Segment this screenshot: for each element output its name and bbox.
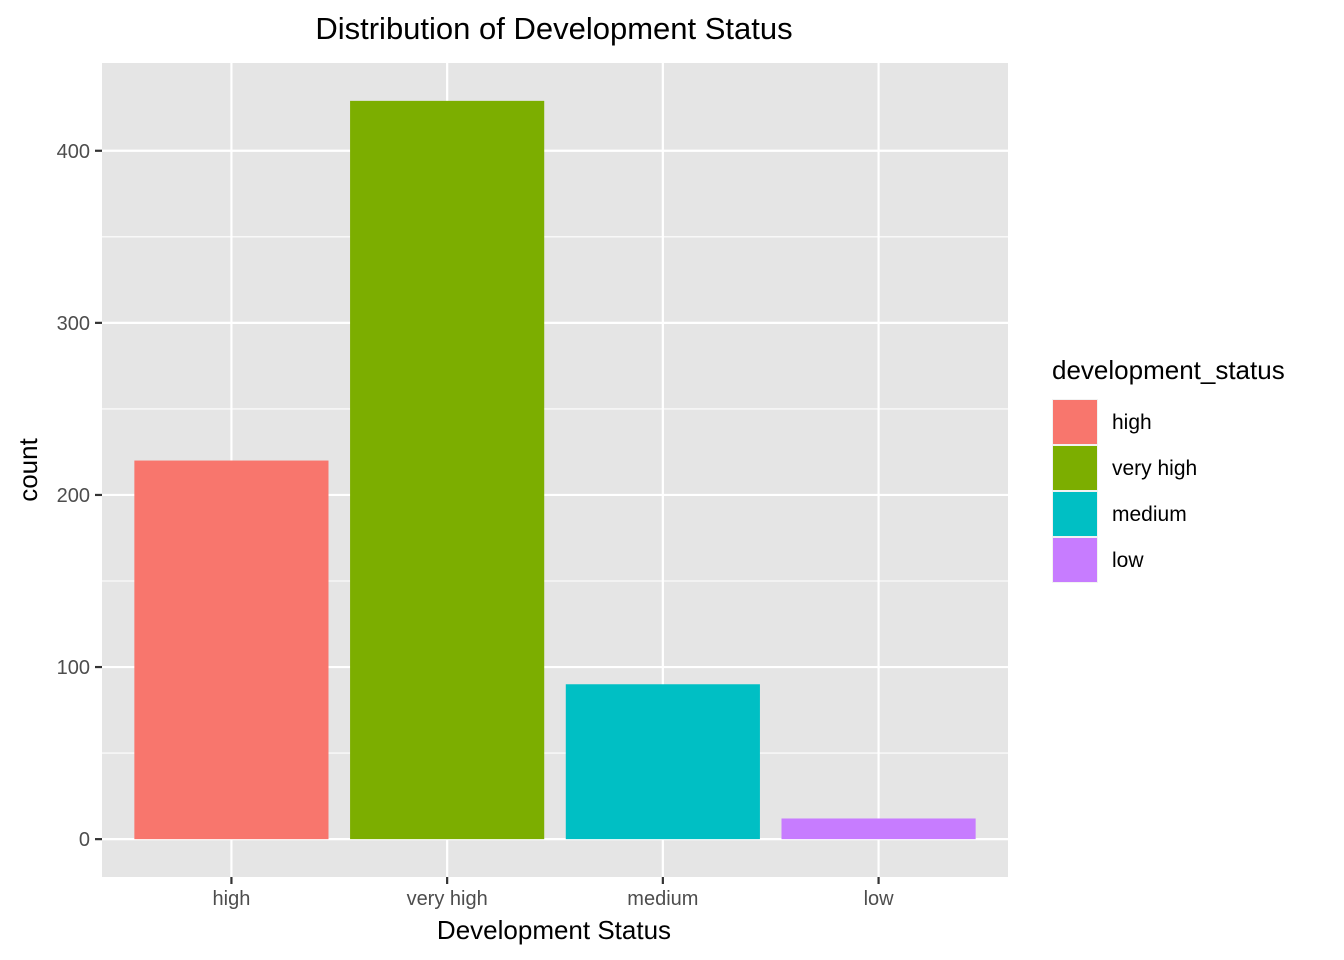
chart-title: Distribution of Development Status	[315, 11, 792, 46]
bar-low	[781, 818, 976, 840]
x-tick-label: medium	[627, 888, 698, 910]
bar-very-high	[350, 100, 545, 840]
y-tick-label: 400	[57, 141, 90, 163]
y-axis: 0 100 200 300 400	[57, 141, 102, 851]
y-axis-title: count	[13, 437, 43, 501]
bar-high	[134, 460, 329, 840]
legend-title: development_status	[1052, 355, 1285, 385]
legend-label: very high	[1112, 457, 1197, 480]
bar-medium	[565, 684, 760, 840]
legend: development_status high very high medium lo…	[1052, 355, 1285, 583]
y-tick-label: 0	[79, 829, 90, 851]
legend-swatch-medium	[1053, 492, 1097, 536]
x-tick-label: low	[864, 888, 895, 910]
legend-swatch-low	[1053, 538, 1097, 582]
y-tick-label: 100	[57, 657, 90, 679]
legend-label: high	[1112, 411, 1152, 434]
legend-label: medium	[1112, 503, 1187, 526]
legend-label: low	[1112, 549, 1144, 572]
y-tick-label: 200	[57, 485, 90, 507]
x-axis-title: Development Status	[437, 915, 671, 945]
x-tick-label: very high	[407, 888, 488, 910]
legend-swatch-high	[1053, 400, 1097, 444]
bars	[134, 100, 976, 840]
legend-swatch-very-high	[1053, 446, 1097, 490]
x-tick-label: high	[213, 888, 251, 910]
y-tick-label: 300	[57, 313, 90, 335]
legend-items: high very high medium low	[1052, 399, 1197, 583]
x-axis: high very high medium low	[213, 877, 895, 910]
